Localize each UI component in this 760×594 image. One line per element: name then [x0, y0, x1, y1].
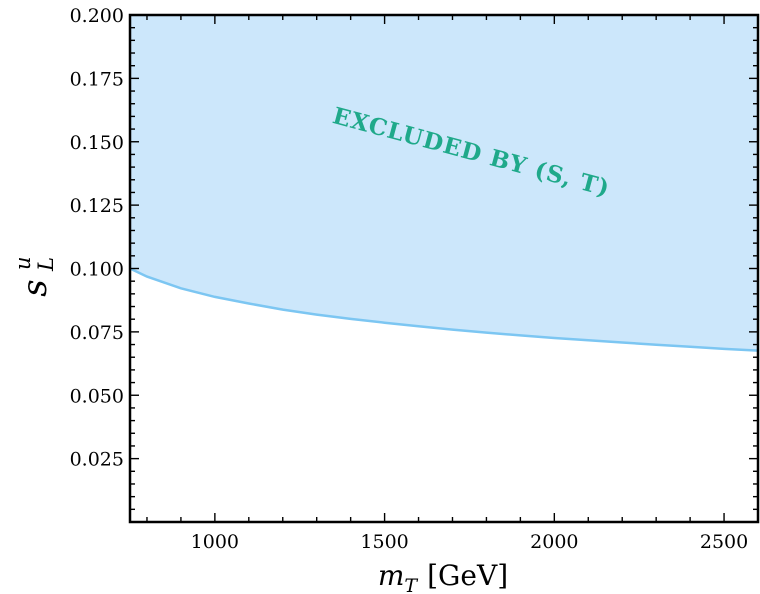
x-axis-label: mT [GeV]	[378, 559, 508, 594]
x-axis-unit: [GeV]	[427, 559, 508, 592]
y-tick-label: 0.100	[70, 259, 124, 281]
x-axis-var: m	[378, 559, 405, 592]
y-tick-label: 0.200	[70, 5, 124, 27]
y-axis-sup: u	[11, 256, 35, 270]
exclusion-boundary-line	[129, 267, 759, 352]
x-tick-label: 1500	[360, 531, 408, 553]
y-tick-label: 0.175	[70, 68, 124, 90]
y-axis-var: s	[15, 279, 55, 296]
y-tick-label: 0.025	[70, 449, 124, 471]
y-axis-label: s u L	[11, 256, 58, 296]
x-axis-sub: T	[404, 575, 418, 594]
y-tick-label: 0.125	[70, 195, 124, 217]
plot-frame	[128, 13, 760, 524]
tick-labels: 1000 1500 2000 2500 0.025 0.050 0.075 0.100 0.12…	[70, 5, 749, 553]
x-tick-label: 1000	[191, 531, 239, 553]
excluded-region-fill	[130, 15, 758, 351]
y-axis-sub: L	[34, 257, 58, 272]
y-tick-label: 0.150	[70, 132, 124, 154]
x-tick-label: 2500	[700, 531, 748, 553]
y-tick-label: 0.050	[70, 385, 124, 407]
y-tick-label: 0.075	[70, 322, 124, 344]
x-tick-label: 2000	[530, 531, 578, 553]
